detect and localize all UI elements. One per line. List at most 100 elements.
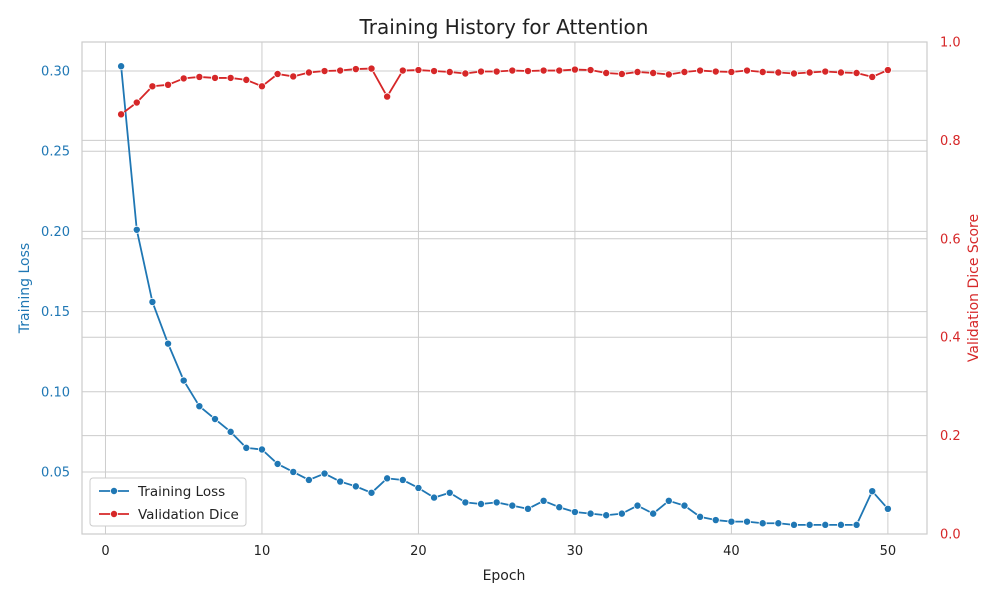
y-right-tick-label: 1.0 <box>940 36 961 51</box>
data-point-validation-dice <box>570 65 579 74</box>
data-point-validation-dice <box>414 66 423 75</box>
x-tick-label: 10 <box>254 544 271 559</box>
data-point-training-loss <box>649 509 658 518</box>
data-point-validation-dice <box>727 68 736 77</box>
data-point-validation-dice <box>711 67 720 76</box>
data-point-validation-dice <box>774 68 783 77</box>
x-tick-label: 20 <box>410 544 427 559</box>
data-point-training-loss <box>836 520 845 529</box>
data-point-training-loss <box>664 496 673 505</box>
chart-title: Training History for Attention <box>359 15 649 39</box>
data-point-training-loss <box>148 297 157 306</box>
y-right-tick-label: 0.2 <box>940 429 961 444</box>
y-axis-left-label: Training Loss <box>17 243 33 334</box>
data-point-training-loss <box>195 402 204 411</box>
data-point-validation-dice <box>805 68 814 77</box>
data-point-validation-dice <box>680 68 689 77</box>
data-point-validation-dice <box>367 64 376 73</box>
data-point-validation-dice <box>868 72 877 81</box>
data-point-validation-dice <box>383 92 392 101</box>
data-point-validation-dice <box>852 69 861 78</box>
data-point-validation-dice <box>696 66 705 75</box>
legend-marker-validation-dice <box>110 509 119 518</box>
series-line-validation-dice <box>120 67 889 116</box>
data-point-validation-dice <box>117 110 126 119</box>
data-point-training-loss <box>789 520 798 529</box>
data-point-validation-dice <box>539 66 548 75</box>
y-left-tick-label: 0.15 <box>41 305 70 320</box>
data-point-validation-dice <box>336 66 345 75</box>
data-point-training-loss <box>821 520 830 529</box>
data-point-validation-dice <box>445 68 454 77</box>
data-point-training-loss <box>852 520 861 529</box>
y-left-tick-label: 0.20 <box>41 225 70 240</box>
data-point-training-loss <box>774 519 783 528</box>
data-point-validation-dice <box>492 67 501 76</box>
data-point-training-loss <box>883 504 892 513</box>
data-point-validation-dice <box>664 70 673 79</box>
data-point-training-loss <box>727 517 736 526</box>
data-point-training-loss <box>680 501 689 510</box>
data-point-training-loss <box>711 516 720 525</box>
x-tick-label: 0 <box>101 544 109 559</box>
data-point-validation-dice <box>351 65 360 74</box>
y-left-tick-label: 0.30 <box>41 65 70 80</box>
data-point-training-loss <box>304 475 313 484</box>
data-point-training-loss <box>117 62 126 71</box>
data-point-validation-dice <box>398 66 407 75</box>
data-point-training-loss <box>523 504 532 513</box>
y-axis-right-label: Validation Dice Score <box>966 214 982 362</box>
data-point-validation-dice <box>836 68 845 77</box>
data-point-validation-dice <box>242 75 251 84</box>
data-point-training-loss <box>743 517 752 526</box>
data-point-training-loss <box>617 509 626 518</box>
y-right-tick-label: 0.4 <box>940 331 961 346</box>
data-point-validation-dice <box>320 67 329 76</box>
data-point-training-loss <box>226 427 235 436</box>
data-point-training-loss <box>868 487 877 496</box>
y-left-tick-label: 0.10 <box>41 385 70 400</box>
data-point-validation-dice <box>617 69 626 78</box>
data-point-validation-dice <box>226 73 235 82</box>
legend-label-validation-dice: Validation Dice <box>138 507 239 523</box>
data-point-validation-dice <box>883 66 892 75</box>
y-left-tick-label: 0.25 <box>41 145 70 160</box>
grid-lines <box>82 41 927 535</box>
data-point-validation-dice <box>789 69 798 78</box>
data-point-training-loss <box>586 509 595 518</box>
legend: Training Loss Validation Dice <box>89 477 247 527</box>
data-point-validation-dice <box>304 68 313 77</box>
data-point-validation-dice <box>289 72 298 81</box>
data-point-training-loss <box>539 496 548 505</box>
data-point-training-loss <box>696 512 705 521</box>
y-right-tick-label: 0.0 <box>940 528 961 543</box>
x-tick-label: 30 <box>567 544 584 559</box>
data-point-training-loss <box>383 474 392 483</box>
data-point-training-loss <box>211 415 220 424</box>
plot-area-frame <box>81 41 928 535</box>
data-point-validation-dice <box>148 82 157 91</box>
data-point-validation-dice <box>555 66 564 75</box>
data-point-validation-dice <box>257 82 266 91</box>
x-tick-label: 50 <box>880 544 897 559</box>
y-right-tick-label: 0.8 <box>940 134 961 149</box>
data-point-validation-dice <box>430 67 439 76</box>
x-tick-label: 40 <box>723 544 740 559</box>
data-point-training-loss <box>570 508 579 517</box>
data-point-validation-dice <box>649 69 658 78</box>
data-point-validation-dice <box>586 66 595 75</box>
data-point-training-loss <box>602 511 611 520</box>
data-point-training-loss <box>289 467 298 476</box>
y-left-tick-label: 0.05 <box>41 465 70 480</box>
x-axis-label: Epoch <box>483 568 526 584</box>
data-point-validation-dice <box>461 69 470 78</box>
data-point-validation-dice <box>179 74 188 83</box>
data-point-training-loss <box>633 501 642 510</box>
data-point-validation-dice <box>273 69 282 78</box>
legend-label-training-loss: Training Loss <box>137 484 225 500</box>
data-point-training-loss <box>805 520 814 529</box>
y-right-tick-label: 0.6 <box>940 232 961 247</box>
data-point-validation-dice <box>821 67 830 76</box>
data-point-training-loss <box>132 225 141 234</box>
data-point-validation-dice <box>132 98 141 107</box>
